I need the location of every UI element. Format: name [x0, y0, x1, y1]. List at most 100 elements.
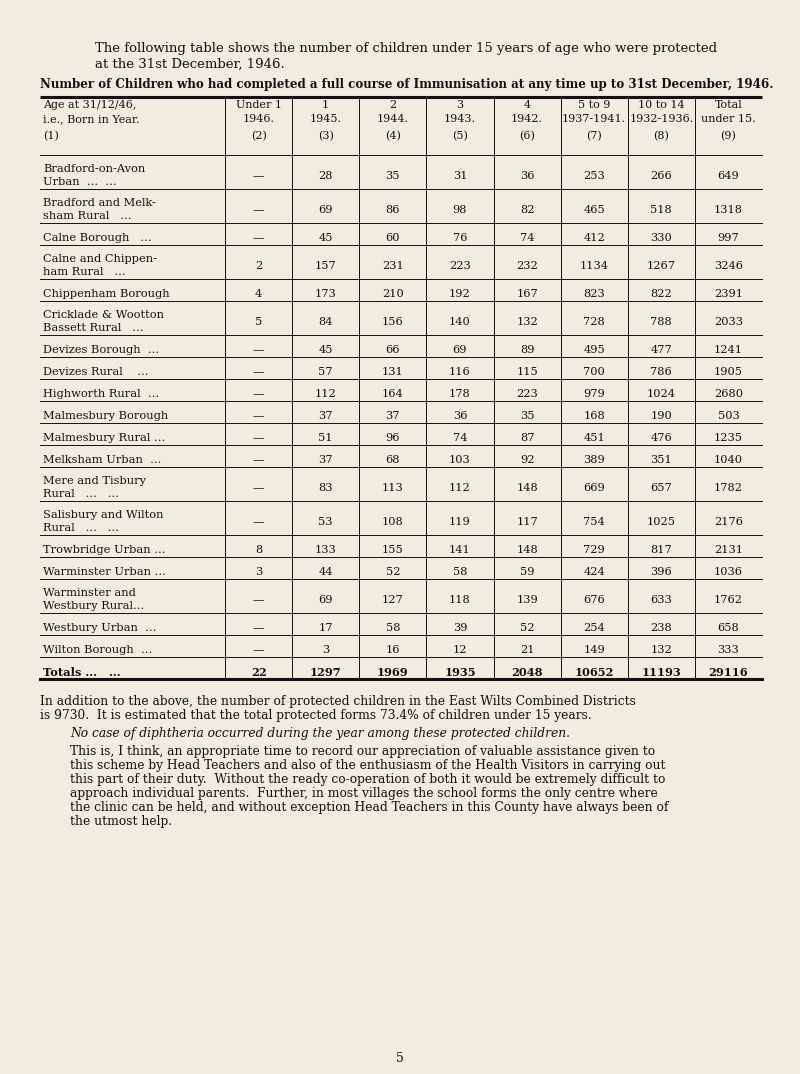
Text: 83: 83	[318, 483, 333, 493]
Text: (1): (1)	[43, 131, 59, 142]
Text: 1025: 1025	[647, 517, 676, 527]
Text: 52: 52	[520, 623, 534, 633]
Text: 266: 266	[650, 171, 672, 182]
Text: 82: 82	[520, 205, 534, 215]
Text: Devizes Rural    ...: Devizes Rural ...	[43, 367, 149, 377]
Text: 21: 21	[520, 645, 534, 655]
Text: 2048: 2048	[511, 667, 543, 678]
Text: —: —	[253, 411, 264, 421]
Text: 52: 52	[386, 567, 400, 577]
Text: Westbury Urban  ...: Westbury Urban ...	[43, 623, 156, 633]
Text: 141: 141	[449, 545, 471, 555]
Text: 74: 74	[453, 433, 467, 442]
Text: 1297: 1297	[310, 667, 342, 678]
Text: 84: 84	[318, 317, 333, 326]
Text: 503: 503	[718, 411, 739, 421]
Text: Warminster and: Warminster and	[43, 587, 136, 598]
Text: 17: 17	[318, 623, 333, 633]
Text: 210: 210	[382, 289, 404, 299]
Text: 45: 45	[318, 233, 333, 243]
Text: Cricklade & Wootton: Cricklade & Wootton	[43, 310, 164, 320]
Text: 4: 4	[255, 289, 262, 299]
Text: 112: 112	[315, 389, 337, 400]
Text: 87: 87	[520, 433, 534, 442]
Text: 31: 31	[453, 171, 467, 182]
Text: 131: 131	[382, 367, 404, 377]
Text: Bradford and Melk-: Bradford and Melk-	[43, 198, 156, 208]
Text: 2131: 2131	[714, 545, 743, 555]
Text: (4): (4)	[385, 131, 401, 142]
Text: 164: 164	[382, 389, 404, 400]
Text: 157: 157	[315, 261, 337, 271]
Text: 822: 822	[650, 289, 672, 299]
Text: 1937-1941.: 1937-1941.	[562, 114, 626, 124]
Text: 2176: 2176	[714, 517, 743, 527]
Text: —: —	[253, 595, 264, 605]
Text: 192: 192	[449, 289, 471, 299]
Text: 28: 28	[318, 171, 333, 182]
Text: —: —	[253, 433, 264, 442]
Text: 178: 178	[449, 389, 471, 400]
Text: Devizes Borough  ...: Devizes Borough ...	[43, 345, 159, 355]
Text: 729: 729	[583, 545, 605, 555]
Text: at the 31st December, 1946.: at the 31st December, 1946.	[95, 58, 285, 71]
Text: 89: 89	[520, 345, 534, 355]
Text: This is, I think, an appropriate time to record our appreciation of valuable ass: This is, I think, an appropriate time to…	[70, 745, 655, 758]
Text: 1024: 1024	[647, 389, 676, 400]
Text: Rural   ...   ...: Rural ... ...	[43, 489, 119, 499]
Text: 155: 155	[382, 545, 404, 555]
Text: 5: 5	[255, 317, 262, 326]
Text: Wilton Borough  ...: Wilton Borough ...	[43, 645, 152, 655]
Text: 37: 37	[386, 411, 400, 421]
Text: 132: 132	[516, 317, 538, 326]
Text: 1036: 1036	[714, 567, 743, 577]
Text: 649: 649	[718, 171, 739, 182]
Text: 149: 149	[583, 645, 605, 655]
Text: 754: 754	[583, 517, 605, 527]
Text: 389: 389	[583, 455, 605, 465]
Text: 2: 2	[255, 261, 262, 271]
Text: this scheme by Head Teachers and also of the enthusiasm of the Health Visitors i: this scheme by Head Teachers and also of…	[70, 759, 666, 772]
Text: —: —	[253, 345, 264, 355]
Text: 231: 231	[382, 261, 404, 271]
Text: 108: 108	[382, 517, 404, 527]
Text: the clinic can be held, and without exception Head Teachers in this County have : the clinic can be held, and without exce…	[70, 801, 668, 814]
Text: 2680: 2680	[714, 389, 743, 400]
Text: 330: 330	[650, 233, 672, 243]
Text: 2391: 2391	[714, 289, 743, 299]
Text: 92: 92	[520, 455, 534, 465]
Text: 118: 118	[449, 595, 471, 605]
Text: 36: 36	[520, 171, 534, 182]
Text: 36: 36	[453, 411, 467, 421]
Text: 676: 676	[583, 595, 605, 605]
Text: 1943.: 1943.	[444, 114, 476, 124]
Text: 728: 728	[583, 317, 605, 326]
Text: 39: 39	[453, 623, 467, 633]
Text: 3: 3	[255, 567, 262, 577]
Text: 5 to 9: 5 to 9	[578, 100, 610, 110]
Text: 58: 58	[453, 567, 467, 577]
Text: 60: 60	[386, 233, 400, 243]
Text: 68: 68	[386, 455, 400, 465]
Text: 4: 4	[523, 100, 530, 110]
Text: Urban  ...  ...: Urban ... ...	[43, 177, 117, 187]
Text: 495: 495	[583, 345, 605, 355]
Text: 133: 133	[315, 545, 337, 555]
Text: 113: 113	[382, 483, 404, 493]
Text: (3): (3)	[318, 131, 334, 142]
Text: Under 1: Under 1	[235, 100, 282, 110]
Text: 979: 979	[583, 389, 605, 400]
Text: 1935: 1935	[444, 667, 476, 678]
Text: 3: 3	[456, 100, 463, 110]
Text: 8: 8	[255, 545, 262, 555]
Text: 1945.: 1945.	[310, 114, 342, 124]
Text: 167: 167	[516, 289, 538, 299]
Text: 1241: 1241	[714, 345, 743, 355]
Text: the utmost help.: the utmost help.	[70, 815, 172, 828]
Text: 12: 12	[453, 645, 467, 655]
Text: —: —	[253, 233, 264, 243]
Text: 98: 98	[453, 205, 467, 215]
Text: sham Rural   ...: sham Rural ...	[43, 211, 131, 221]
Text: Rural   ...   ...: Rural ... ...	[43, 523, 119, 533]
Text: 2: 2	[390, 100, 396, 110]
